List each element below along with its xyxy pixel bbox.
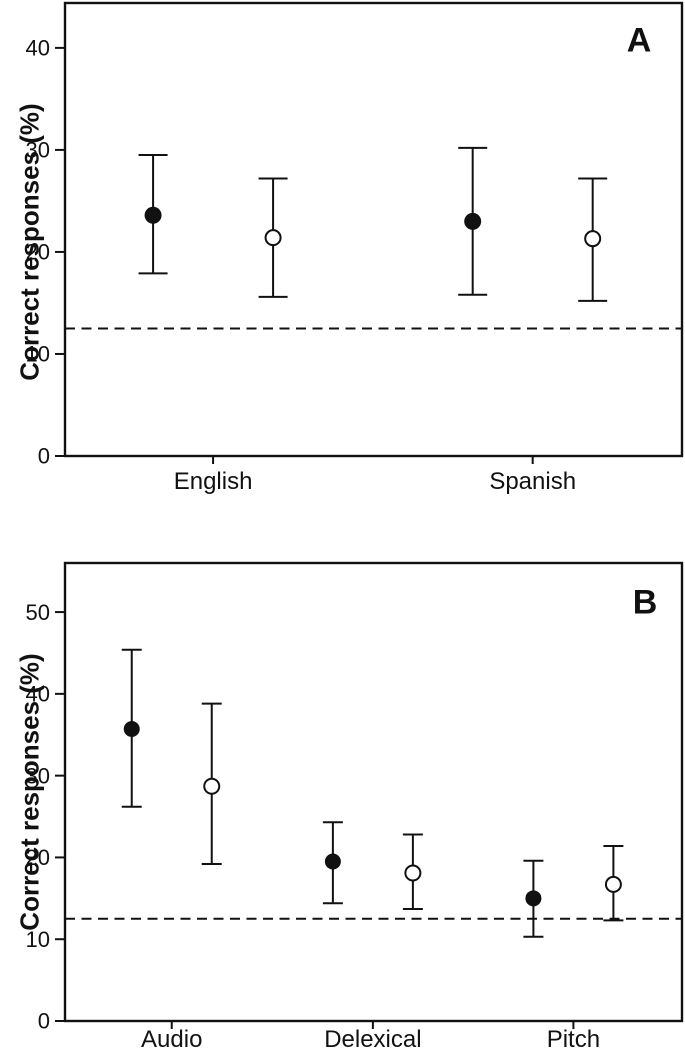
y-tick-label: 10 (26, 342, 50, 367)
y-tick-label: 20 (26, 240, 50, 265)
data-point-filled-circle (464, 212, 482, 230)
panel-b-letter: B (632, 583, 658, 622)
x-tick-label: Audio (141, 1026, 202, 1051)
data-point-open-circle (404, 864, 422, 882)
x-tick-label: Spanish (489, 468, 576, 495)
panel-b-chart: 0 10 20 30 40 50 Audio Delexical Pitch (26, 561, 684, 1051)
panel-a-letter: A (626, 21, 652, 60)
data-point-open-circle (604, 875, 622, 893)
data-point-filled-circle (123, 721, 140, 738)
x-tick-label: Delexical (324, 1026, 421, 1051)
y-tick-label: 20 (26, 845, 50, 870)
panel-a: Correct responses (%) A 0 10 20 30 40 English… (15, 1, 684, 495)
y-tick-label: 10 (26, 927, 50, 952)
data-point-filled-circle (324, 853, 341, 870)
y-tick-label: 0 (38, 1009, 50, 1034)
data-point-open-circle (203, 777, 221, 795)
data-point-filled-circle (144, 206, 162, 224)
y-tick-label: 0 (38, 444, 50, 469)
data-point-filled-circle (525, 890, 542, 907)
plot-border (63, 561, 684, 1023)
y-tick-label: 50 (26, 600, 50, 625)
panel-a-chart: 0 10 20 30 40 English Spanish (26, 1, 684, 495)
y-tick-label: 30 (26, 763, 50, 788)
x-tick-label: Pitch (547, 1026, 600, 1051)
x-tick-label: English (174, 468, 253, 495)
plot-border (63, 1, 684, 458)
data-point-open-circle (264, 229, 282, 247)
y-tick-label: 40 (26, 682, 50, 707)
y-tick-label: 30 (26, 138, 50, 163)
y-tick-label: 40 (26, 36, 50, 61)
panel-b: Correct responses (%) B 0 10 20 30 40 50 Audio… (0, 540, 685, 1051)
data-point-open-circle (584, 230, 602, 248)
